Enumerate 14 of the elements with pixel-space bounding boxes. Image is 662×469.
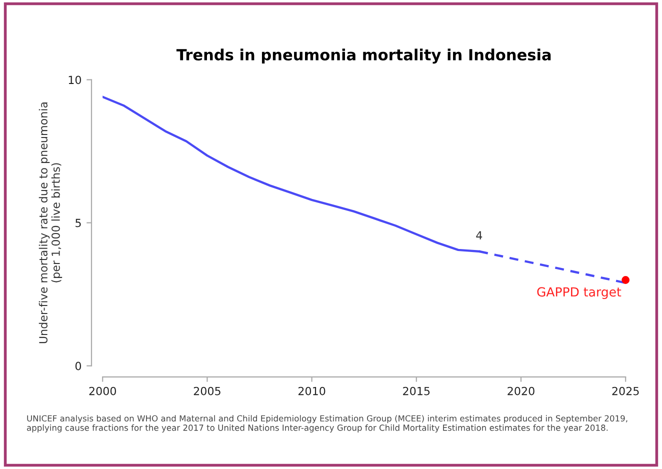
x-tick-label: 2000 [89,386,116,396]
y-tick-label: 10 [68,76,82,84]
x-tick-label: 2025 [612,386,639,396]
x-tick-label: 2020 [508,386,534,396]
text: UNICEF analysis based on WHO and Maternal and Child Epidemiology Estimation Group (MCEE) interim estimates produced in September 2019, applying cause fractions for the year 2017 to United Nations Inter-agency Group for Child Mortality Estimation estimates for the year 2018. [26,415,628,432]
x-tick-label: 2015 [403,386,430,396]
y-tick-label: 5 [76,218,81,228]
annotation: GAPPD target [537,287,622,300]
y-tick-label: 0 [75,362,82,370]
chart-title: Trends in pneumonia mortality in Indonesia [176,48,551,64]
data-label: 4 [476,231,482,240]
x-tick-label: 2010 [298,386,326,396]
y-axis-title: Under-five mortality rate due to pneumonia (per 1,000 live births) [38,102,62,344]
x-tick-label: 2005 [194,386,220,396]
